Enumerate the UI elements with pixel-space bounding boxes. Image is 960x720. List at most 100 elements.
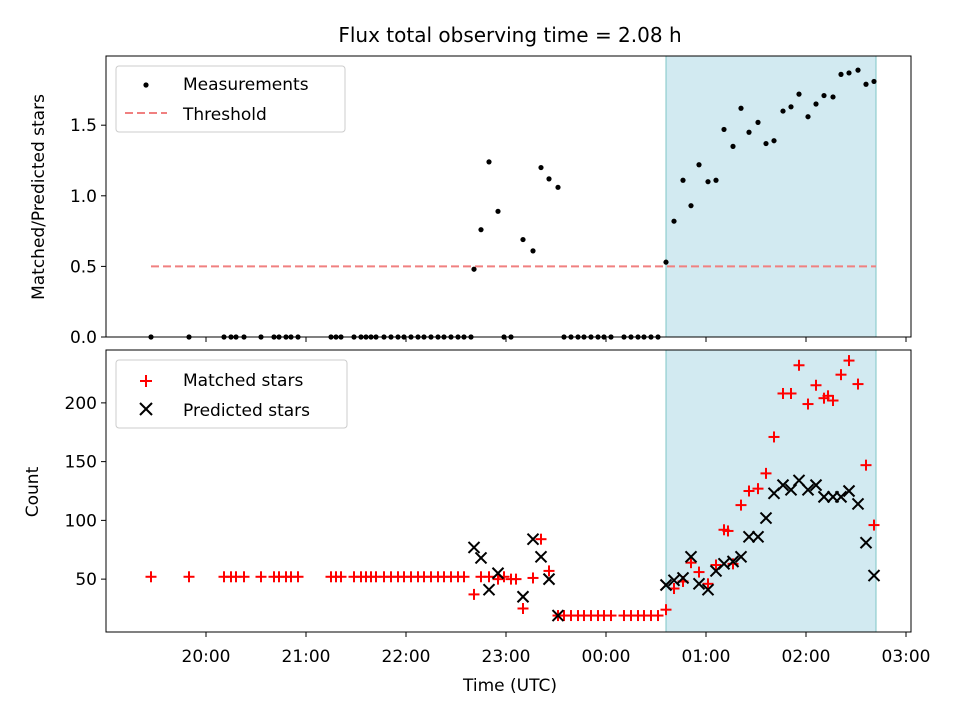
- measurement-point: [771, 138, 777, 144]
- matched-star-marker: [693, 566, 705, 578]
- legend-threshold-label: Threshold: [182, 105, 267, 125]
- measurement-point: [495, 208, 501, 214]
- measurement-point: [805, 114, 811, 120]
- matched-star-marker: [292, 571, 304, 583]
- measurement-point: [846, 70, 852, 76]
- matched-star-marker: [183, 571, 195, 583]
- matched-star-marker: [852, 378, 864, 390]
- matched-star-marker: [685, 557, 697, 569]
- measurement-point: [486, 159, 492, 165]
- predicted-star-marker: [482, 583, 496, 596]
- matched-star-marker: [510, 573, 522, 585]
- predicted-star-marker: [734, 550, 748, 564]
- measurement-point: [721, 126, 727, 133]
- ratio-y-tick-label: 0.5: [70, 257, 97, 277]
- matched-star-marker: [743, 485, 755, 497]
- predicted-star-marker: [859, 536, 873, 549]
- measurement-point: [855, 67, 861, 73]
- measurement-point: [520, 236, 526, 243]
- matched-star-marker: [492, 573, 504, 585]
- matched-star-marker: [768, 431, 780, 443]
- predicted-star-marker: [851, 497, 865, 511]
- matched-star-marker: [468, 588, 480, 600]
- matched-star-marker: [868, 519, 880, 531]
- measurement-point: [680, 177, 686, 183]
- matched-star-marker: [835, 369, 847, 381]
- legend-predicted-label: Predicted stars: [183, 401, 310, 421]
- count-x-tick-label: 21:00: [282, 647, 331, 667]
- measurement-point: [478, 227, 484, 233]
- predicted-star-marker: [834, 490, 848, 504]
- matched-star-marker: [335, 571, 347, 583]
- predicted-star-marker: [759, 511, 773, 525]
- measurement-point: [705, 179, 711, 185]
- measurement-point: [713, 177, 719, 183]
- predicted-star-marker: [684, 550, 698, 564]
- count-panel: 50 100 150 200 20:00 21:00 22:00 23:00 00:00 01:…: [23, 349, 931, 696]
- legend-matched-label: Matched stars: [183, 371, 303, 391]
- matched-star-marker: [605, 610, 617, 622]
- ratio-plot-frame: [105, 55, 912, 338]
- matched-star-marker: [735, 499, 747, 511]
- measurement-point: [813, 101, 819, 107]
- matched-star-marker: [458, 571, 470, 583]
- measurement-point: [821, 92, 827, 99]
- matched-star-marker: [527, 572, 539, 584]
- matched-star-marker: [843, 355, 855, 367]
- matched-star-marker: [702, 578, 714, 590]
- chart-title: Flux total observing time = 2.08 h: [338, 23, 681, 47]
- predicted-star-marker: [534, 550, 548, 564]
- matched-star-marker: [822, 390, 834, 402]
- ratio-y-tick-label: 1.5: [70, 116, 97, 136]
- measurement-point: [755, 119, 761, 125]
- count-x-tick-label: 20:00: [182, 647, 231, 667]
- measurement-point: [688, 203, 694, 209]
- predicted-star-marker: [817, 490, 831, 504]
- count-y-axis-label: Count: [23, 466, 43, 517]
- ratio-legend: Measurements Threshold: [115, 65, 346, 133]
- predicted-star-marker: [676, 571, 690, 585]
- matched-star-marker: [660, 604, 672, 616]
- predicted-star-marker: [809, 478, 823, 492]
- ratio-panel: 0.0 0.5 1.0 1.5 Matched/Predicted stars Mea…: [29, 55, 912, 348]
- predicted-star-marker: [751, 530, 765, 544]
- predicted-star-marker: [551, 609, 565, 622]
- ratio-y-axis-label: Matched/Predicted stars: [29, 94, 49, 300]
- measurement-point: [546, 176, 552, 182]
- measurement-point: [863, 81, 869, 87]
- predicted-star-marker: [467, 541, 481, 554]
- measurement-point: [730, 143, 736, 149]
- predicted-star-marker: [474, 551, 488, 565]
- measurement-point: [671, 218, 677, 224]
- matched-star-marker: [793, 359, 805, 371]
- matched-star-marker: [483, 571, 495, 583]
- count-x-tick-label: 01:00: [682, 647, 731, 667]
- count-y-tick-label: 150: [65, 453, 97, 473]
- matched-star-marker: [760, 467, 772, 479]
- measurement-point: [830, 94, 836, 100]
- ratio-legend-box: [115, 65, 346, 133]
- matched-star-marker: [785, 387, 797, 399]
- legend-measurements-marker: [143, 82, 149, 88]
- ratio-highlight-span: [665, 55, 877, 338]
- measurement-point: [780, 108, 786, 114]
- predicted-star-marker: [792, 474, 806, 487]
- measurement-point: [763, 140, 769, 147]
- count-y-tick-label: 50: [75, 570, 97, 590]
- matched-star-marker: [722, 525, 734, 537]
- count-legend-box: [115, 359, 348, 429]
- matched-star-marker: [802, 398, 814, 410]
- count-x-tick-label: 02:00: [782, 647, 831, 667]
- measurement-point: [471, 266, 477, 272]
- ratio-y-tick-label: 1.0: [70, 187, 97, 207]
- count-legend: Matched stars Predicted stars: [115, 359, 348, 429]
- matched-star-marker: [535, 533, 547, 545]
- count-x-tick-label: 03:00: [882, 647, 931, 667]
- count-y-tick-label: 200: [65, 394, 97, 414]
- measurement-point: [838, 71, 844, 77]
- matched-star-marker: [238, 571, 250, 583]
- predicted-star-marker: [726, 555, 740, 568]
- predicted-star-marker: [776, 478, 790, 492]
- matched-star-marker: [652, 610, 664, 622]
